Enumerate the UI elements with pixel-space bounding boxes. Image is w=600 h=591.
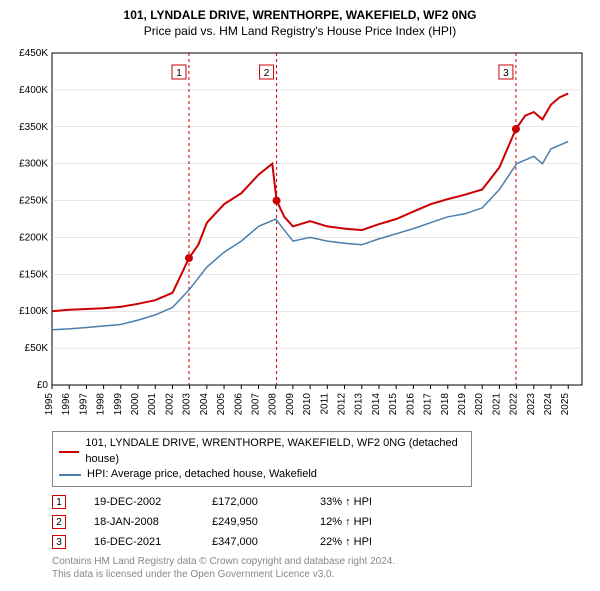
svg-text:2021: 2021 (491, 393, 502, 416)
svg-text:£350K: £350K (19, 122, 48, 133)
attribution-line: Contains HM Land Registry data © Crown c… (52, 555, 590, 568)
svg-text:2023: 2023 (526, 393, 537, 416)
svg-text:£100K: £100K (19, 306, 48, 317)
event-pct: 12% ↑ HPI (320, 516, 410, 528)
event-price: £172,000 (212, 496, 292, 508)
legend-item: HPI: Average price, detached house, Wake… (59, 467, 465, 482)
svg-text:2019: 2019 (457, 393, 468, 416)
svg-text:2016: 2016 (405, 393, 416, 416)
chart-title: 101, LYNDALE DRIVE, WRENTHORPE, WAKEFIEL… (10, 8, 590, 24)
svg-text:2009: 2009 (285, 393, 296, 416)
legend-label: 101, LYNDALE DRIVE, WRENTHORPE, WAKEFIEL… (85, 436, 465, 467)
svg-text:2012: 2012 (337, 393, 348, 416)
svg-text:£150K: £150K (19, 270, 48, 281)
event-row: 3 16-DEC-2021 £347,000 22% ↑ HPI (52, 535, 590, 549)
svg-text:2006: 2006 (233, 393, 244, 416)
svg-text:2018: 2018 (440, 393, 451, 416)
svg-text:2000: 2000 (130, 393, 141, 416)
svg-text:£200K: £200K (19, 233, 48, 244)
event-pct: 22% ↑ HPI (320, 536, 410, 548)
svg-text:2024: 2024 (543, 393, 554, 416)
legend-label: HPI: Average price, detached house, Wake… (87, 467, 317, 482)
svg-text:2015: 2015 (388, 393, 399, 416)
svg-text:2002: 2002 (164, 393, 175, 416)
legend: 101, LYNDALE DRIVE, WRENTHORPE, WAKEFIEL… (52, 431, 472, 487)
svg-text:1996: 1996 (61, 393, 72, 416)
svg-text:2007: 2007 (250, 393, 261, 416)
svg-text:1995: 1995 (44, 393, 55, 416)
event-marker: 1 (52, 495, 66, 509)
svg-text:2003: 2003 (182, 393, 193, 416)
legend-swatch (59, 474, 81, 476)
event-row: 1 19-DEC-2002 £172,000 33% ↑ HPI (52, 495, 590, 509)
event-pct: 33% ↑ HPI (320, 496, 410, 508)
chart-plot: £0 £50K £100K £150K £200K £250K £300K £350K £400… (10, 45, 590, 425)
svg-text:1998: 1998 (96, 393, 107, 416)
event-price: £249,950 (212, 516, 292, 528)
chart-subtitle: Price paid vs. HM Land Registry's House … (10, 24, 590, 40)
attribution-line: This data is licensed under the Open Gov… (52, 568, 590, 581)
legend-item: 101, LYNDALE DRIVE, WRENTHORPE, WAKEFIEL… (59, 436, 465, 467)
svg-text:1: 1 (176, 68, 182, 79)
svg-text:£0: £0 (37, 380, 49, 391)
event-table: 1 19-DEC-2002 £172,000 33% ↑ HPI 2 18-JAN-200… (52, 495, 590, 549)
svg-text:£300K: £300K (19, 159, 48, 170)
svg-text:2013: 2013 (354, 393, 365, 416)
svg-text:2022: 2022 (509, 393, 520, 416)
svg-text:3: 3 (503, 68, 509, 79)
svg-text:£450K: £450K (19, 48, 48, 59)
svg-text:2017: 2017 (423, 393, 434, 416)
svg-text:1999: 1999 (113, 393, 124, 416)
svg-text:2020: 2020 (474, 393, 485, 416)
svg-text:2014: 2014 (371, 393, 382, 416)
svg-text:2008: 2008 (268, 393, 279, 416)
event-date: 18-JAN-2008 (94, 516, 184, 528)
event-marker: 3 (52, 535, 66, 549)
event-row: 2 18-JAN-2008 £249,950 12% ↑ HPI (52, 515, 590, 529)
svg-text:2025: 2025 (560, 393, 571, 416)
attribution: Contains HM Land Registry data © Crown c… (52, 555, 590, 581)
svg-text:2001: 2001 (147, 393, 158, 416)
event-date: 19-DEC-2002 (94, 496, 184, 508)
event-marker: 2 (52, 515, 66, 529)
svg-text:2011: 2011 (319, 393, 330, 415)
chart-container: 101, LYNDALE DRIVE, WRENTHORPE, WAKEFIEL… (0, 0, 600, 591)
event-price: £347,000 (212, 536, 292, 548)
svg-text:£50K: £50K (25, 343, 49, 354)
svg-text:2005: 2005 (216, 393, 227, 416)
svg-text:£400K: £400K (19, 85, 48, 96)
svg-text:2010: 2010 (302, 393, 313, 416)
event-date: 16-DEC-2021 (94, 536, 184, 548)
svg-text:2: 2 (264, 68, 270, 79)
svg-text:1997: 1997 (78, 393, 89, 416)
legend-swatch (59, 451, 79, 453)
svg-text:2004: 2004 (199, 393, 210, 416)
svg-text:£250K: £250K (19, 196, 48, 207)
